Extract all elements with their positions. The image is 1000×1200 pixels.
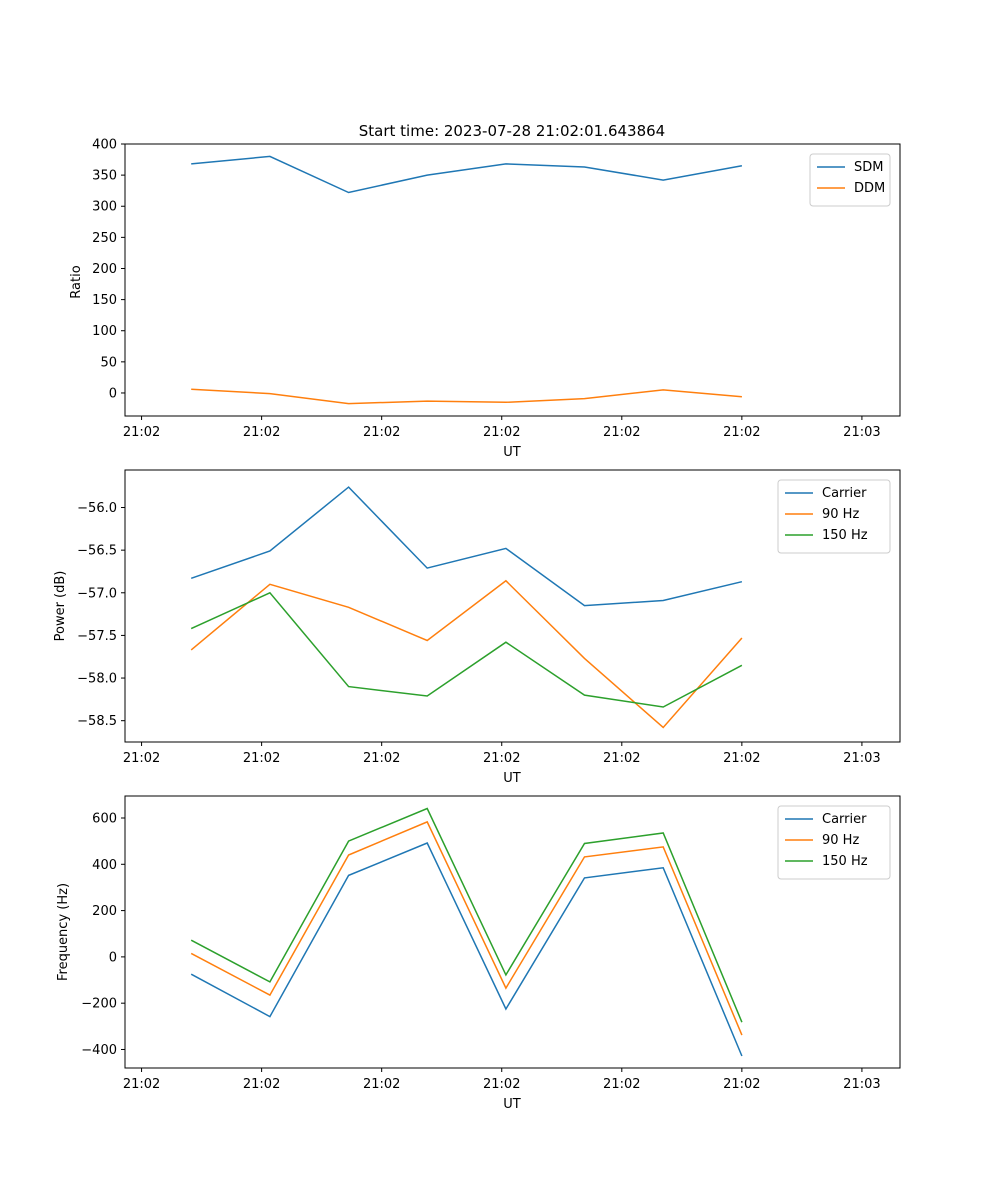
y-tick-label: −400 — [81, 1043, 117, 1058]
x-tick-label: 21:03 — [843, 425, 880, 440]
y-tick-label: 600 — [92, 811, 117, 826]
x-tick-label: 21:02 — [603, 425, 640, 440]
y-tick-label: −200 — [81, 997, 117, 1012]
x-tick-label: 21:02 — [363, 425, 400, 440]
legend: SDM DDM — [810, 154, 890, 206]
x-tick-label: 21:03 — [843, 751, 880, 766]
y-tick-label: −56.5 — [77, 544, 117, 559]
y-tick-label: 0 — [109, 950, 117, 965]
legend-label: 150 Hz — [822, 528, 868, 543]
y-tick-label: 0 — [109, 386, 117, 401]
y-tick-label: 300 — [92, 200, 117, 215]
y-axis-label: Power (dB) — [53, 571, 68, 642]
x-tick-label: 21:02 — [123, 425, 160, 440]
x-tick-label: 21:02 — [723, 425, 760, 440]
x-tick-label: 21:02 — [123, 1077, 160, 1092]
x-axis-label: UT — [503, 1097, 521, 1112]
x-tick-label: 21:02 — [243, 425, 280, 440]
y-axis-label: Frequency (Hz) — [56, 883, 71, 981]
x-tick-label: 21:03 — [843, 1077, 880, 1092]
y-tick-label: −56.0 — [77, 501, 117, 516]
y-tick-label: 150 — [92, 293, 117, 308]
y-tick-label: 350 — [92, 169, 117, 184]
legend-label: DDM — [854, 181, 885, 196]
legend-label: Carrier — [822, 486, 867, 501]
y-tick-label: 250 — [92, 231, 117, 246]
x-tick-label: 21:02 — [123, 751, 160, 766]
figure: Start time: 2023-07-28 21:02:01.643864 U… — [0, 0, 1000, 1200]
x-tick-label: 21:02 — [483, 751, 520, 766]
y-tick-label: 50 — [100, 355, 117, 370]
x-tick-label: 21:02 — [723, 751, 760, 766]
chart-title: Start time: 2023-07-28 21:02:01.643864 — [359, 122, 665, 140]
x-tick-label: 21:02 — [363, 751, 400, 766]
y-tick-label: 400 — [92, 138, 117, 153]
y-tick-label: 400 — [92, 858, 117, 873]
legend-label: 90 Hz — [822, 833, 859, 848]
y-tick-label: 200 — [92, 904, 117, 919]
y-tick-label: −57.0 — [77, 586, 117, 601]
y-tick-label: −58.5 — [77, 714, 117, 729]
y-tick-label: −58.0 — [77, 672, 117, 687]
y-tick-label: 200 — [92, 262, 117, 277]
y-tick-label: −57.5 — [77, 629, 117, 644]
x-tick-label: 21:02 — [363, 1077, 400, 1092]
x-tick-label: 21:02 — [483, 1077, 520, 1092]
legend-label: SDM — [854, 160, 883, 175]
x-axis-label: UT — [503, 771, 521, 786]
legend: Carrier 90 Hz 150 Hz — [778, 806, 890, 879]
legend-label: 90 Hz — [822, 507, 859, 522]
legend-label: 150 Hz — [822, 854, 868, 869]
y-tick-label: 100 — [92, 324, 117, 339]
x-tick-label: 21:02 — [483, 425, 520, 440]
x-tick-label: 21:02 — [723, 1077, 760, 1092]
x-tick-label: 21:02 — [243, 1077, 280, 1092]
y-axis-label: Ratio — [69, 265, 84, 298]
legend: Carrier 90 Hz 150 Hz — [778, 480, 890, 553]
x-tick-label: 21:02 — [603, 751, 640, 766]
x-tick-label: 21:02 — [243, 751, 280, 766]
x-axis-label: UT — [503, 445, 521, 460]
x-tick-label: 21:02 — [603, 1077, 640, 1092]
legend-label: Carrier — [822, 812, 867, 827]
